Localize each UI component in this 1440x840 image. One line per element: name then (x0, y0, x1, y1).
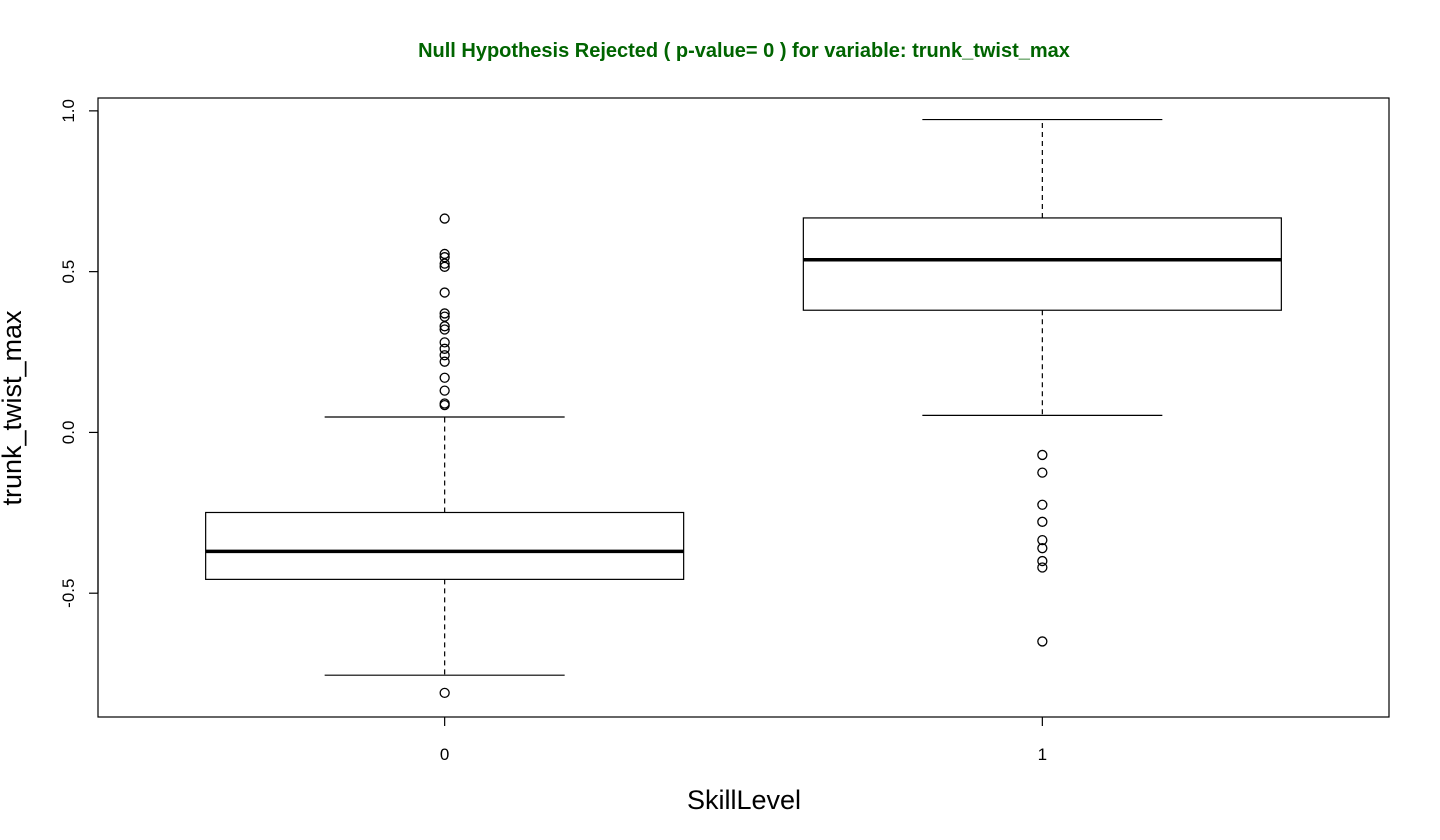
y-tick-label: 0.5 (59, 260, 78, 284)
outlier-point (439, 350, 450, 361)
outlier-point (439, 356, 450, 367)
y-tick-label: -0.5 (59, 579, 78, 608)
iqr-box (205, 511, 685, 580)
outlier-point (1037, 516, 1048, 527)
outlier-point (439, 343, 450, 354)
y-tick-label: 1.0 (59, 99, 78, 123)
box-group-1 (802, 118, 1282, 647)
outlier-point (439, 287, 450, 298)
outlier-point (439, 324, 450, 335)
outlier-point (1037, 543, 1048, 554)
y-axis: -0.5 0.0 0.5 1.0 (59, 99, 99, 608)
outlier-point (439, 385, 450, 396)
outlier-point (1037, 636, 1048, 647)
outlier-point (439, 687, 450, 699)
outlier-point (439, 213, 450, 224)
boxes (205, 118, 1282, 699)
outlier-point (439, 337, 450, 348)
plot-frame (97, 97, 1390, 718)
x-tick-label: 1 (1038, 745, 1047, 764)
outlier-point (1037, 449, 1048, 461)
box-group-0 (205, 213, 685, 699)
outlier-point (1037, 467, 1048, 478)
outlier-point (439, 372, 450, 383)
outlier-point (1037, 562, 1048, 573)
outlier-point (439, 398, 450, 409)
x-tick-label: 0 (440, 745, 449, 764)
outlier-point (439, 252, 450, 263)
y-tick-label: 0.0 (59, 421, 78, 445)
outlier-point (439, 308, 450, 319)
outlier-point (439, 311, 450, 322)
outlier-point (439, 248, 450, 260)
outlier-point (1037, 499, 1048, 510)
iqr-box (802, 217, 1282, 311)
x-axis-title: SkillLevel (687, 785, 801, 815)
outlier-point (1037, 534, 1048, 546)
outlier-point (1037, 555, 1048, 567)
chart-title: Null Hypothesis Rejected ( p-value= 0 ) … (418, 40, 1070, 62)
y-axis-title: trunk_twist_max (0, 310, 27, 506)
